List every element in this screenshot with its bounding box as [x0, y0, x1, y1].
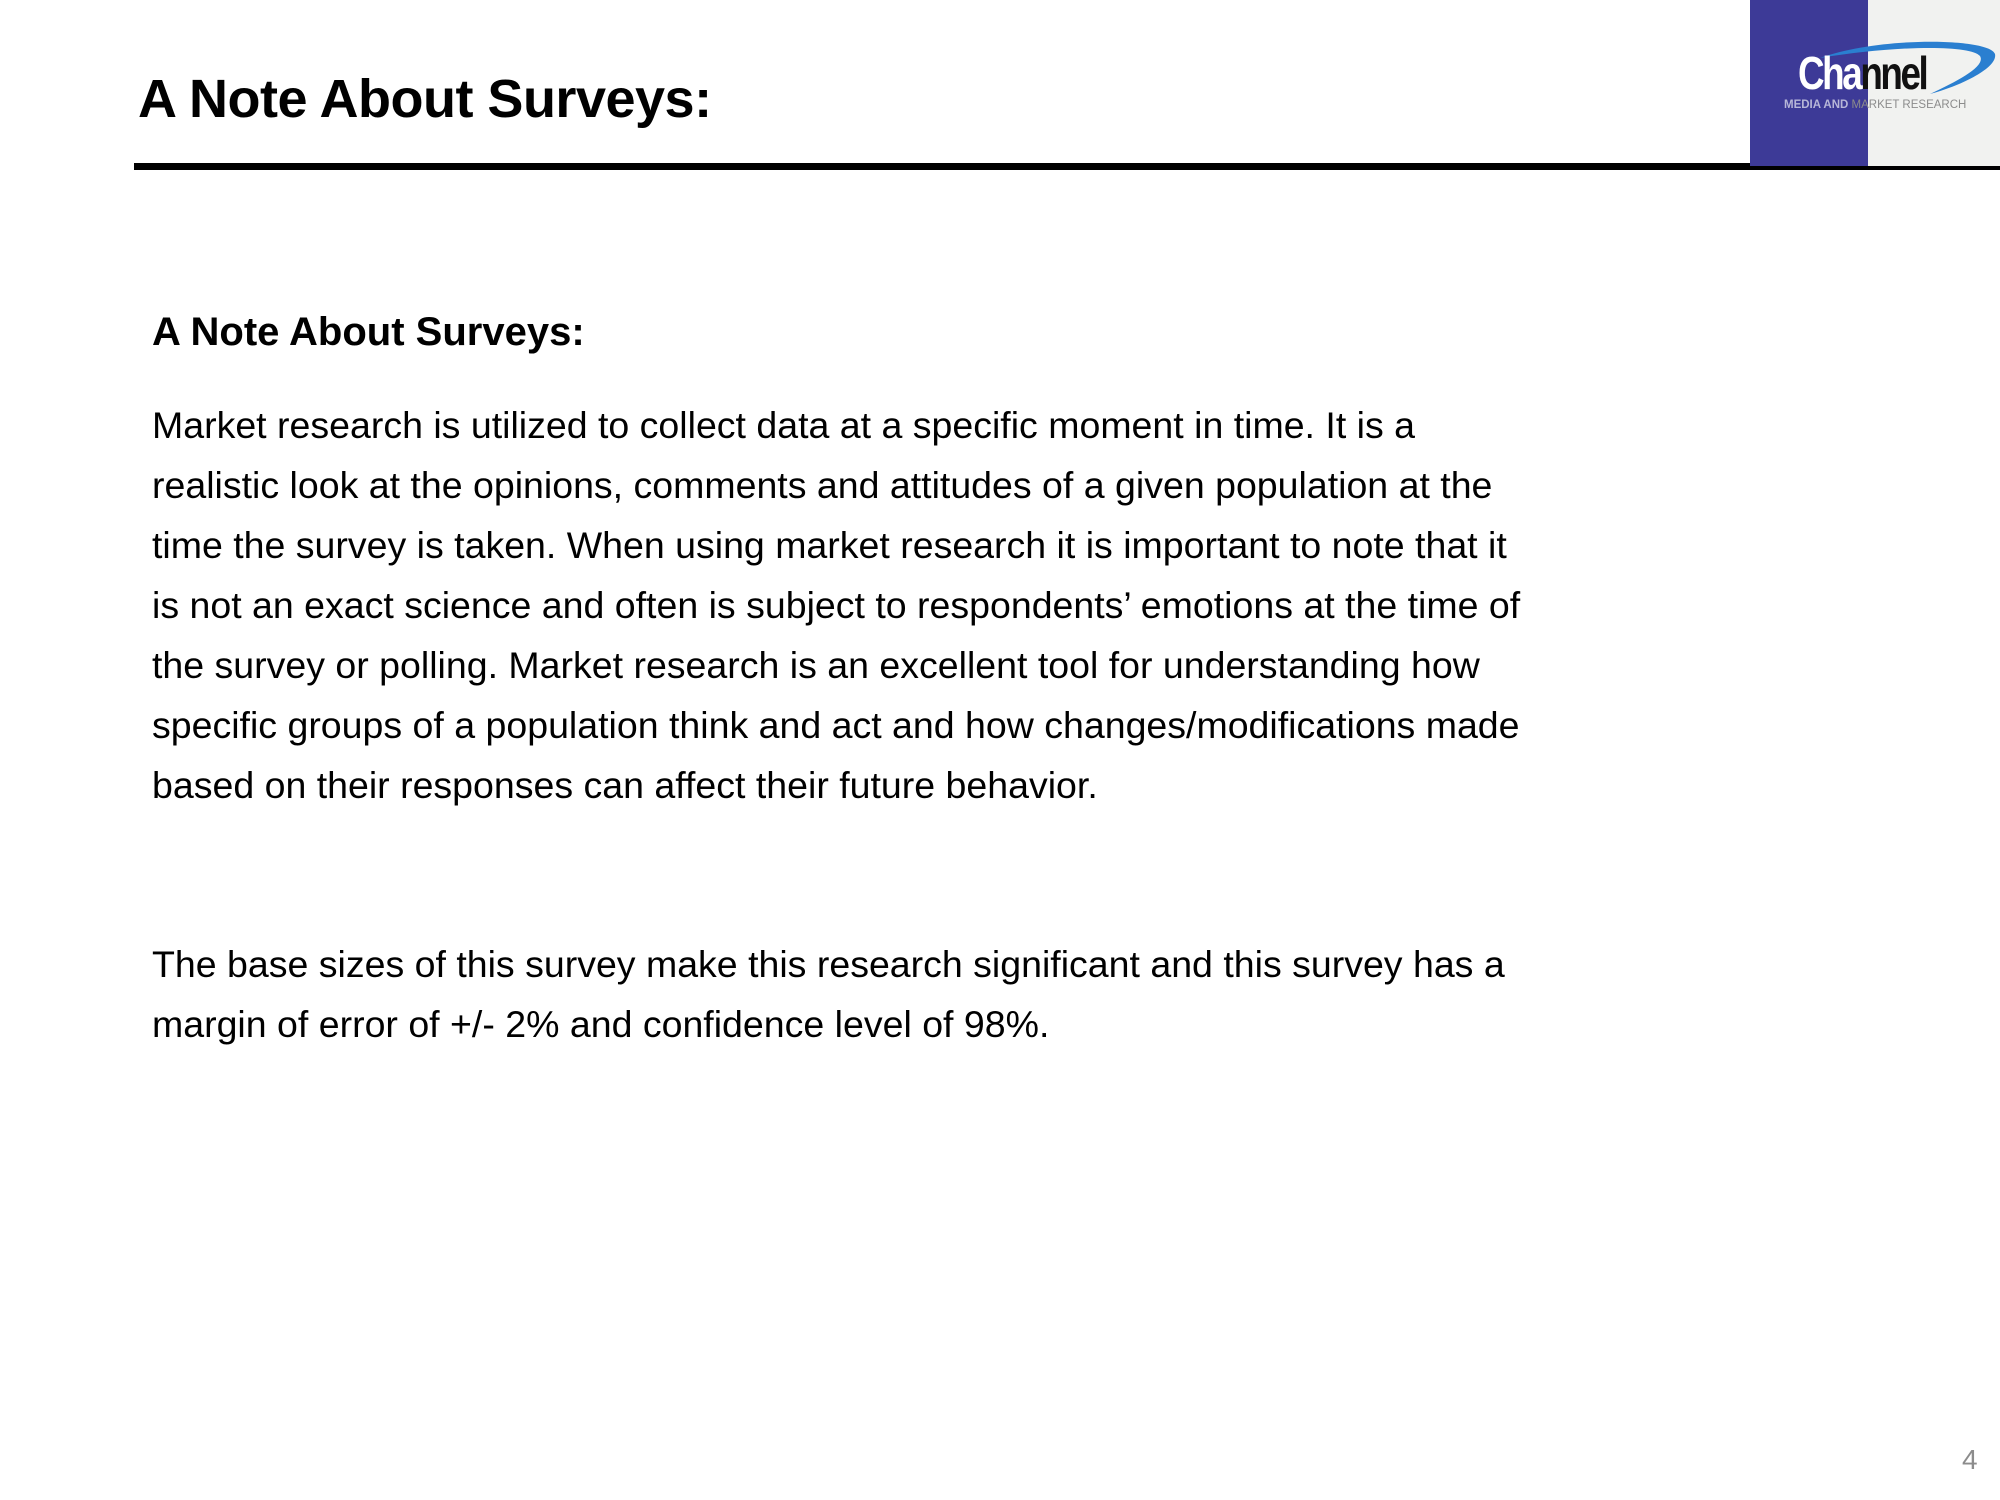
text-line: realistic look at the opinions, comments… [152, 464, 1493, 506]
text-line: time the survey is taken. When using mar… [152, 524, 1507, 566]
text-line: The base sizes of this survey make this … [152, 943, 1505, 985]
logo-blue-panel [1750, 0, 1868, 166]
text-line: the survey or polling. Market research i… [152, 644, 1480, 686]
text-line: specific groups of a population think an… [152, 704, 1520, 746]
section-heading: A Note About Surveys: [152, 310, 585, 354]
title-divider [134, 163, 2000, 170]
text-line: margin of error of +/- 2% and confidence… [152, 1003, 1050, 1045]
page-title: A Note About Surveys: [138, 69, 712, 129]
text-line: Market research is utilized to collect d… [152, 404, 1416, 446]
text-line: is not an exact science and often is sub… [152, 584, 1521, 626]
logo-tagline: MEDIA AND MARKET RESEARCH [1784, 99, 1967, 111]
logo-wordmark: Channel [1798, 47, 1929, 99]
logo-swoosh-icon [1820, 41, 1996, 94]
logo-light-panel [1868, 0, 2000, 166]
channel-logo: Channel MEDIA AND MARKET RESEARCH [1750, 0, 2000, 166]
survey-note-paragraph: Market research is utilized to collect d… [152, 395, 1520, 815]
text-line: based on their responses can affect thei… [152, 764, 1098, 806]
page-number: 4 [1962, 1444, 1978, 1475]
margin-of-error-paragraph: The base sizes of this survey make this … [152, 934, 1505, 1054]
